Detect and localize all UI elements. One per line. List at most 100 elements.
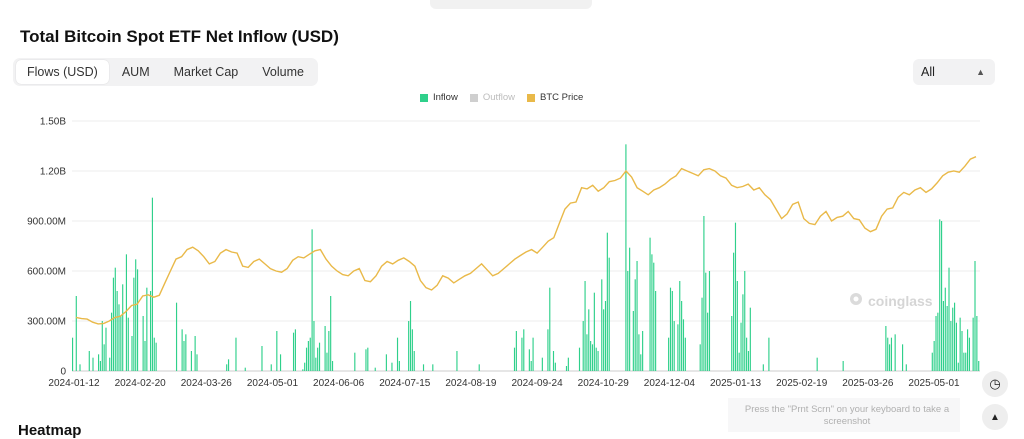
inflow-bar [638, 334, 640, 371]
tab-market-cap[interactable]: Market Cap [173, 65, 239, 79]
x-tick-label: 2024-03-26 [181, 378, 233, 389]
inflow-bar [118, 304, 120, 371]
inflow-bar [185, 334, 187, 371]
inflow-bar [842, 361, 844, 371]
inflow-bar [972, 317, 974, 371]
inflow-bar [305, 347, 308, 371]
inflow-bar [105, 327, 107, 371]
inflow-bar [144, 341, 146, 371]
inflow-bar [742, 294, 744, 371]
top-handle[interactable] [430, 0, 592, 9]
inflow-bar [699, 344, 701, 371]
inflow-bar [528, 349, 530, 371]
inflow-bar [746, 337, 748, 371]
inflow-bar [331, 361, 334, 371]
inflow-bar [707, 312, 709, 371]
inflow-bar [632, 311, 634, 371]
legend-item-btc-price[interactable]: BTC Price [527, 92, 583, 103]
inflow-bar [116, 291, 118, 371]
inflow-bar [135, 259, 137, 371]
inflow-bar [731, 316, 733, 371]
history-button[interactable]: ◷ [982, 371, 1008, 397]
inflow-bar [591, 344, 594, 371]
inflow-bar [110, 312, 113, 371]
inflow-bar [408, 321, 410, 371]
legend-swatch-outflow [469, 93, 478, 102]
chart-legend: Inflow Outflow BTC Price [420, 92, 583, 103]
inflow-bar [582, 321, 584, 371]
flow-chart[interactable]: 0 300.00M 600.00M 900.00M 1.20B 1.50B coingla… [0, 105, 1024, 397]
y-tick-label: 1.50B [40, 117, 66, 128]
x-tick-label: 2024-02-20 [115, 378, 167, 389]
inflow-bar [651, 254, 653, 371]
inflow-bar [142, 316, 144, 371]
inflow-bar [244, 367, 246, 371]
page-title: Total Bitcoin Spot ETF Net Inflow (USD) [20, 27, 339, 46]
inflow-bar [227, 359, 230, 371]
metric-tabs: Flows (USD) AUM Market Cap Volume [13, 58, 318, 86]
x-tick-label: 2024-07-15 [379, 378, 431, 389]
legend-item-outflow[interactable]: Outflow [469, 92, 515, 103]
inflow-bar [597, 351, 599, 371]
inflow-bar [112, 277, 114, 371]
inflow-bar [671, 291, 673, 371]
inflow-bar [294, 329, 296, 371]
inflow-bar [313, 321, 315, 371]
inflow-bar [625, 144, 627, 371]
x-tick-label: 2024-05-01 [247, 378, 299, 389]
inflow-bar [954, 302, 956, 371]
inflow-bar [588, 309, 590, 371]
x-tick-label: 2024-08-19 [445, 378, 497, 389]
inflow-bar [965, 352, 967, 371]
inflow-bar [133, 277, 135, 371]
y-tick-label: 0 [60, 367, 66, 378]
inflow-bar [354, 352, 356, 371]
inflow-bar [677, 324, 679, 371]
y-axis-ticks: 0 300.00M 600.00M 900.00M 1.20B 1.50B [27, 117, 66, 378]
inflow-bar [955, 322, 958, 371]
inflow-bar [673, 321, 675, 371]
heatmap-section-title: Heatmap [18, 422, 82, 439]
inflow-bar [326, 352, 328, 371]
inflow-bar [532, 337, 534, 371]
inflow-bar [606, 232, 608, 371]
inflow-bar [103, 344, 105, 371]
y-tick-label: 900.00M [27, 217, 66, 228]
inflow-bar [235, 337, 237, 371]
legend-label-inflow: Inflow [433, 92, 458, 103]
inflow-bar [603, 309, 605, 371]
inflow-bar [315, 357, 317, 371]
inflow-bar [330, 296, 332, 371]
legend-item-inflow[interactable]: Inflow [420, 92, 458, 103]
screenshot-hint: Press the "Prnt Scrn" on your keyboard t… [728, 398, 960, 432]
inflow-bar [584, 281, 586, 371]
inflow-bar [567, 357, 569, 371]
inflow-bar [183, 341, 185, 371]
inflow-bar [101, 321, 103, 371]
tab-volume[interactable]: Volume [262, 65, 304, 79]
inflow-bar [578, 347, 581, 371]
inflow-bar [547, 329, 549, 371]
inflow-bar [530, 361, 532, 371]
scroll-top-button[interactable]: ▲ [982, 404, 1008, 430]
tab-aum[interactable]: AUM [121, 65, 150, 79]
inflow-bar [365, 349, 367, 371]
inflow-bar [155, 342, 157, 371]
tab-flows[interactable]: Flows (USD) [16, 60, 109, 84]
inflow-bar [114, 267, 116, 371]
inflow-bar [99, 361, 101, 371]
y-tick-label: 300.00M [27, 317, 66, 328]
range-select[interactable]: All ▲ [913, 59, 995, 85]
inflow-bar [590, 341, 592, 371]
inflow-bar [905, 364, 907, 371]
inflow-bar [131, 336, 133, 371]
y-tick-label: 600.00M [27, 267, 66, 278]
inflow-bar [961, 331, 963, 371]
inflow-bar [703, 216, 705, 371]
inflow-bar [565, 366, 568, 371]
inflow-bar [902, 344, 904, 371]
inflow-bar [601, 279, 603, 371]
inflow-bar [72, 337, 74, 371]
inflow-bar [328, 331, 330, 371]
inflow-bar [196, 354, 198, 371]
